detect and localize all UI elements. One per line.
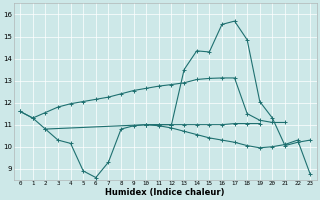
X-axis label: Humidex (Indice chaleur): Humidex (Indice chaleur)	[106, 188, 225, 197]
